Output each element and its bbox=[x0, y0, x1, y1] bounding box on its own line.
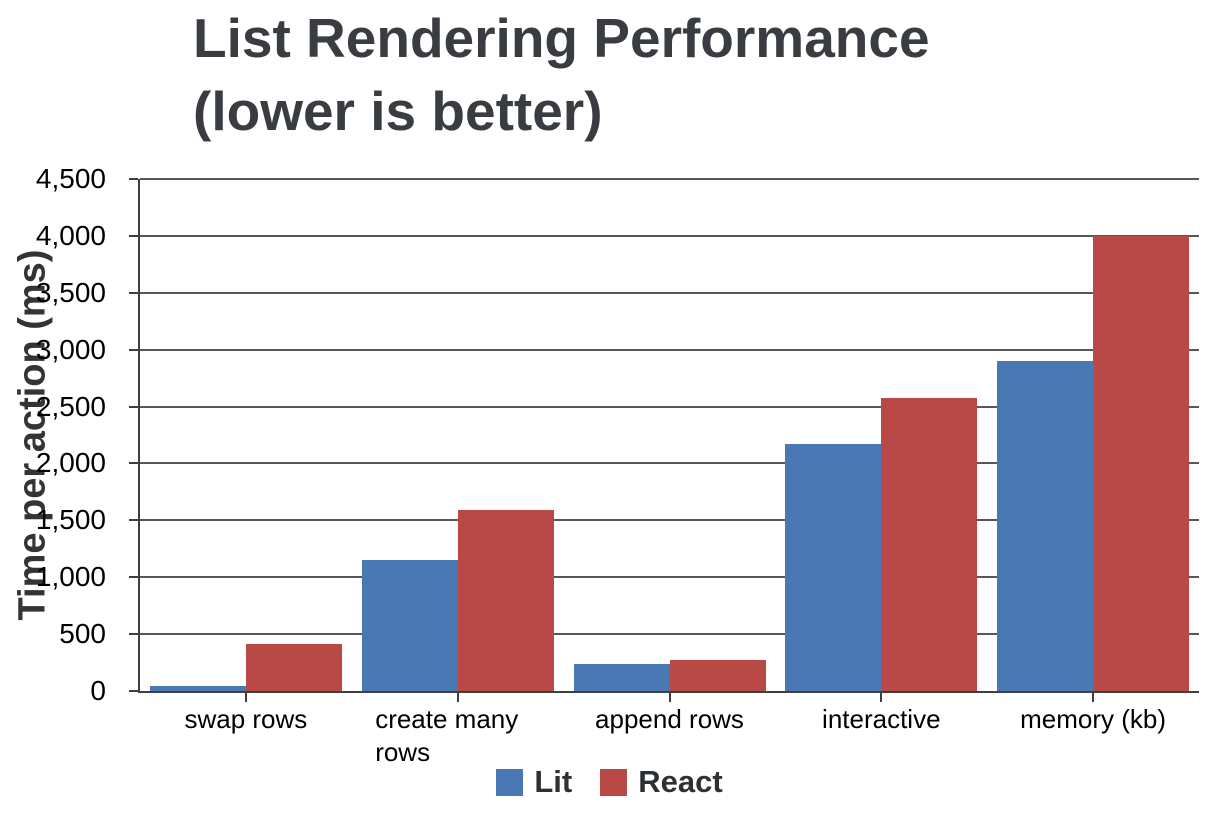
bar-react-2 bbox=[669, 660, 766, 691]
y-axis-tick bbox=[129, 405, 138, 408]
chart-title: List Rendering Performance (lower is bet… bbox=[193, 2, 930, 148]
y-axis-tick-label: 4,000 bbox=[35, 219, 106, 251]
y-axis-tick bbox=[129, 291, 138, 294]
y-axis-tick bbox=[129, 633, 138, 636]
plot-area: 0 500 1,000 1,500 2,000 2,500 3,000 3,500 4,000 4… bbox=[36, 163, 1199, 767]
x-axis-tick bbox=[456, 693, 459, 702]
gridline bbox=[140, 178, 1199, 180]
bar-react-4 bbox=[1093, 236, 1190, 691]
chart-title-line2: (lower is better) bbox=[193, 80, 603, 142]
y-axis-tick bbox=[129, 178, 138, 180]
gridline bbox=[140, 576, 1199, 579]
category-label: memory (kb) bbox=[1020, 704, 1167, 734]
y-axis-tick-label: 2,500 bbox=[35, 390, 106, 422]
legend-swatch-lit bbox=[496, 768, 524, 796]
y-axis-tick bbox=[129, 234, 138, 237]
legend-swatch-react bbox=[600, 768, 628, 796]
y-axis-tick-label: 0 bbox=[90, 675, 106, 706]
y-axis-tick bbox=[129, 690, 138, 692]
gridline bbox=[140, 234, 1199, 237]
legend-item-lit: Lit bbox=[496, 764, 572, 800]
y-axis-tick-label: 3,500 bbox=[35, 276, 106, 308]
gridline bbox=[140, 348, 1199, 351]
y-axis-tick-label: 2,000 bbox=[35, 447, 106, 479]
x-axis-tick bbox=[1092, 693, 1095, 702]
x-axis-tick bbox=[668, 693, 671, 702]
gridline bbox=[140, 519, 1199, 522]
y-axis-tick bbox=[129, 348, 138, 351]
legend-label-react: React bbox=[638, 764, 723, 799]
bar-lit-4 bbox=[997, 361, 1094, 691]
bar-react-3 bbox=[881, 398, 978, 691]
legend-item-react: React bbox=[600, 764, 723, 800]
gridline bbox=[140, 405, 1199, 408]
y-axis-tick-label: 1,500 bbox=[35, 504, 106, 536]
legend: Lit React bbox=[0, 764, 1219, 800]
bar-lit-1 bbox=[361, 560, 458, 691]
gridline bbox=[140, 633, 1199, 636]
x-axis-tick bbox=[244, 693, 247, 702]
legend-label-lit: Lit bbox=[534, 764, 573, 799]
gridline bbox=[140, 291, 1199, 294]
y-axis-tick-label: 3,000 bbox=[35, 333, 106, 365]
bar-lit-3 bbox=[785, 444, 882, 691]
category-label: append rows bbox=[595, 704, 744, 734]
category-label: interactive bbox=[822, 704, 941, 734]
category-label: create many rows bbox=[375, 704, 519, 767]
bar-lit-2 bbox=[573, 664, 670, 691]
category-label: swap rows bbox=[184, 704, 308, 734]
y-axis-tick bbox=[129, 576, 138, 579]
y-axis-tick bbox=[129, 519, 138, 522]
gridline bbox=[140, 462, 1199, 465]
y-axis-tick-label: 500 bbox=[59, 618, 106, 650]
y-axis-tick bbox=[129, 462, 138, 465]
y-axis-tick-label: 1,000 bbox=[35, 561, 106, 593]
bar-react-1 bbox=[457, 510, 554, 691]
chart-title-line1: List Rendering Performance bbox=[193, 7, 930, 69]
x-axis-tick bbox=[880, 693, 883, 702]
bar-lit-0 bbox=[149, 686, 246, 691]
bar-react-0 bbox=[245, 644, 342, 691]
y-axis-tick-label: 4,500 bbox=[35, 163, 106, 194]
